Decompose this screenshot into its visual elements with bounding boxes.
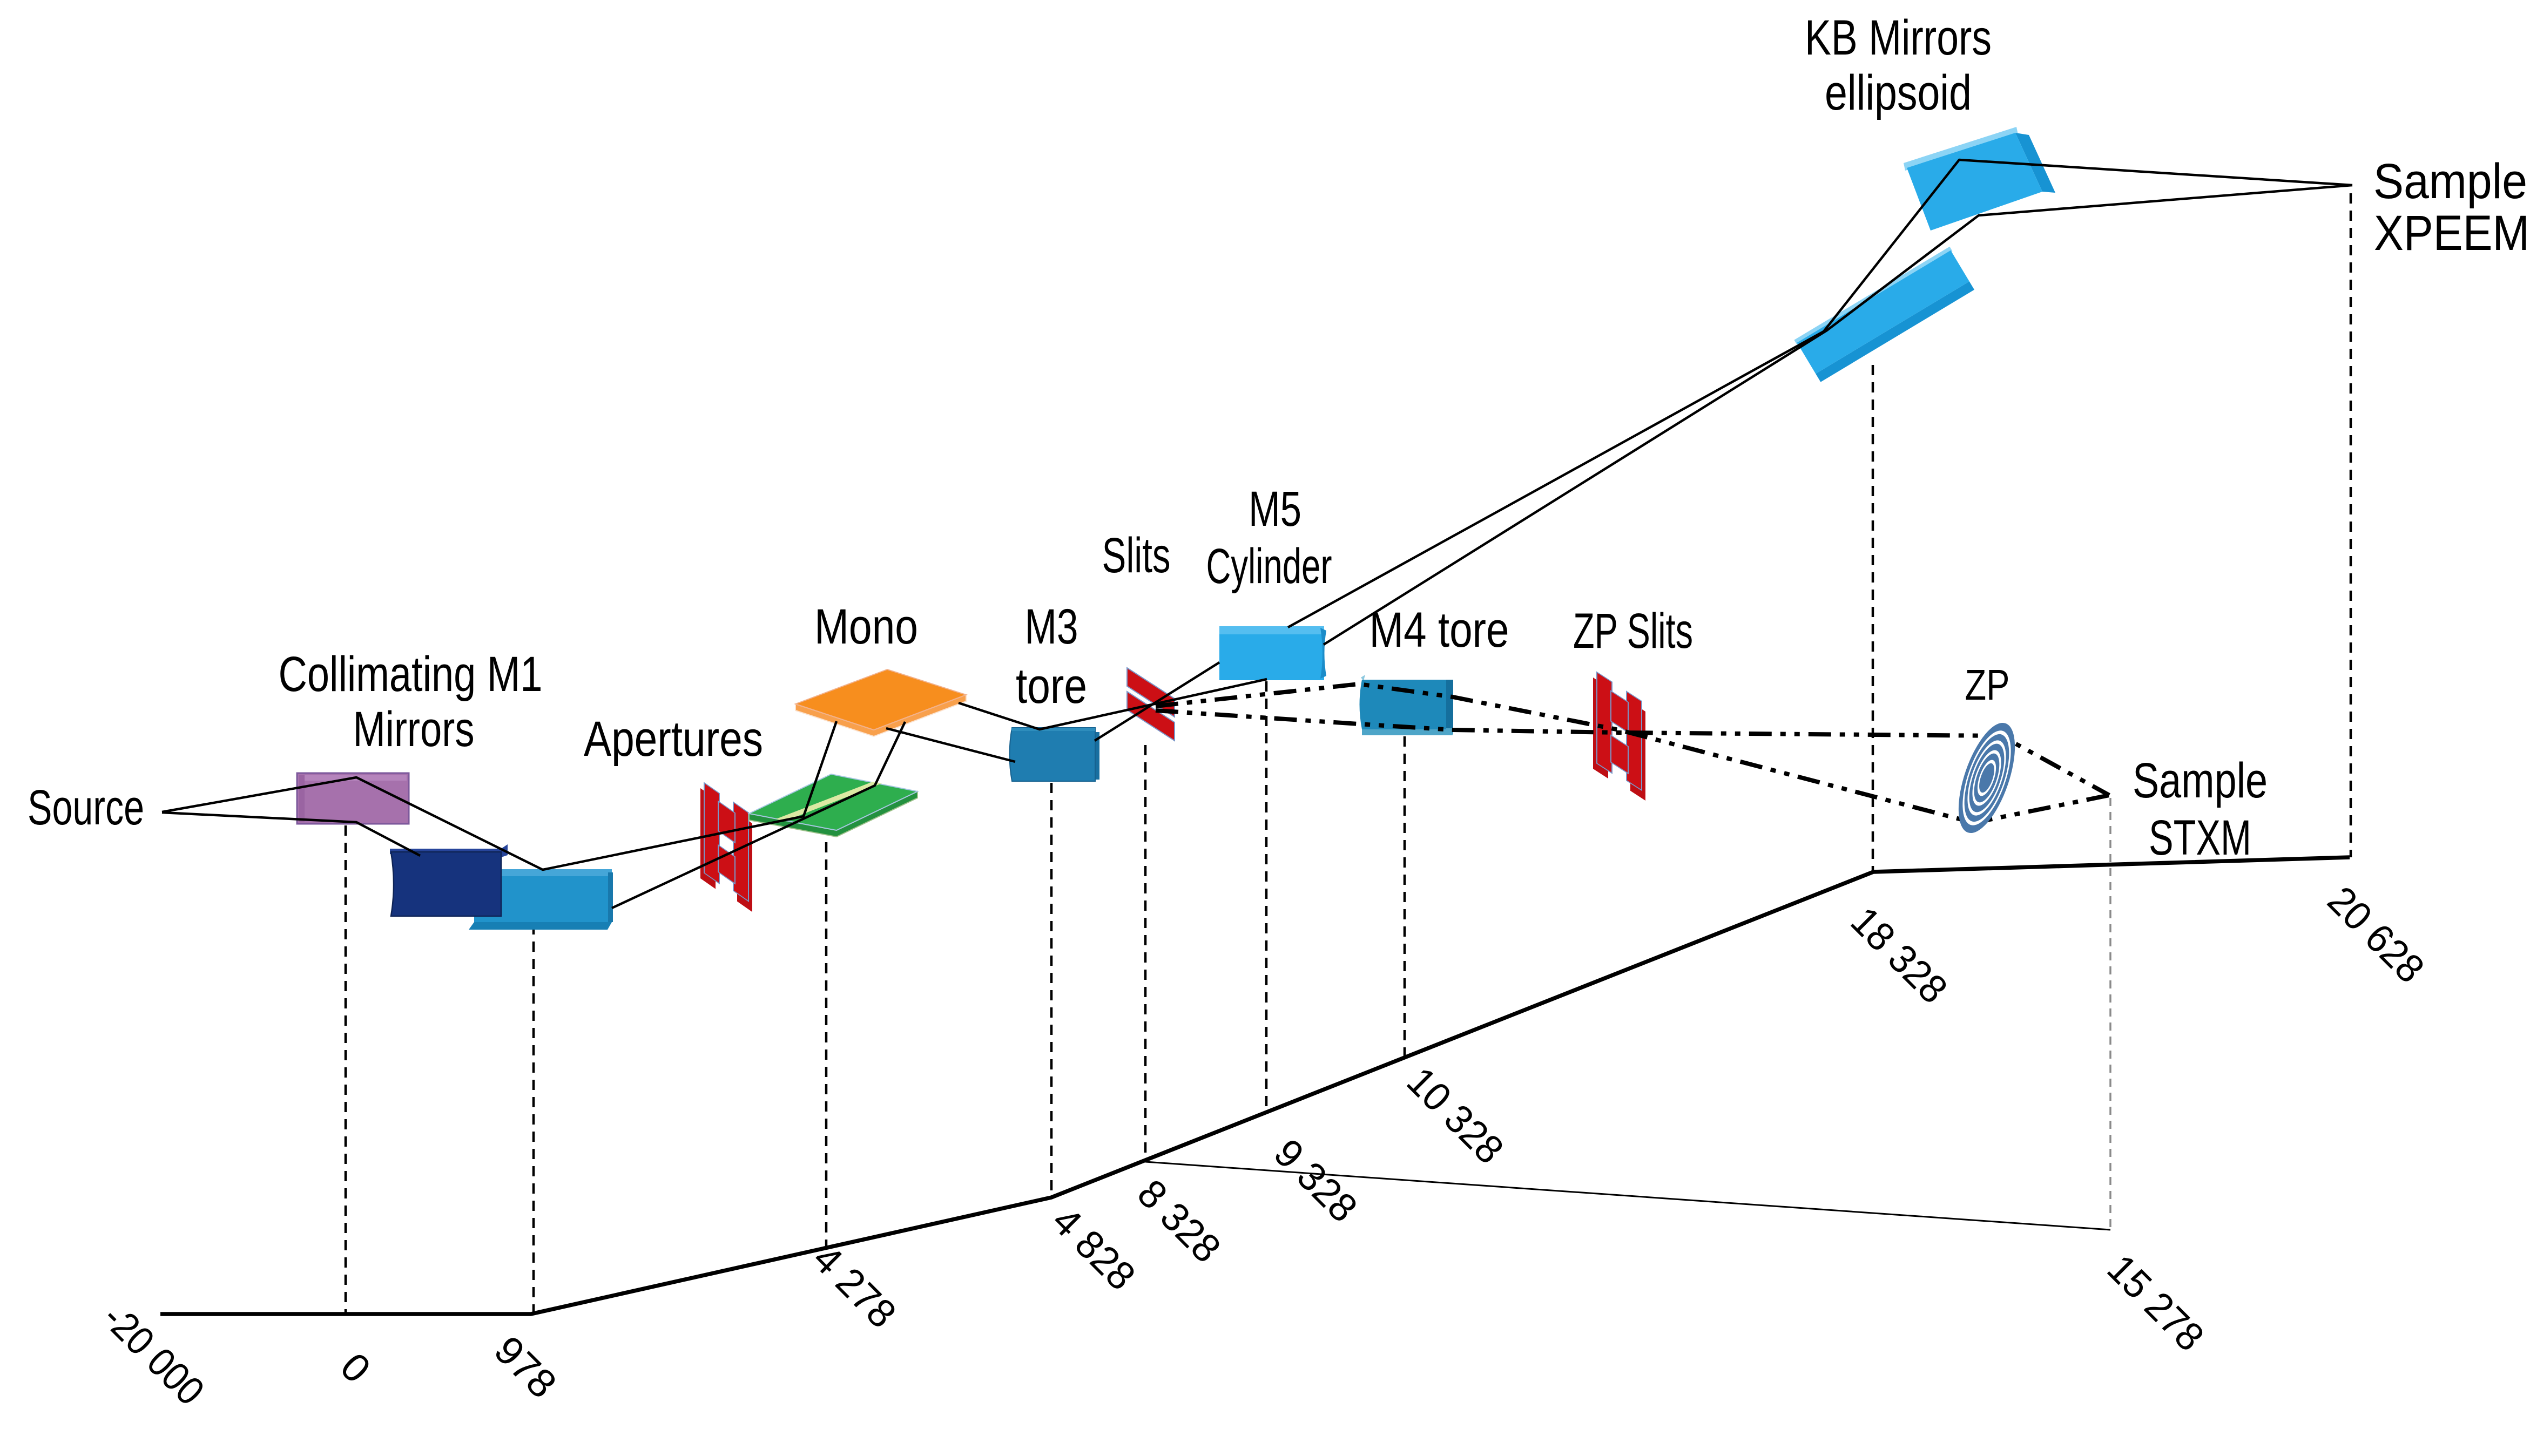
svg-text:Sample: Sample — [2373, 154, 2527, 209]
svg-text:ZP: ZP — [1965, 661, 2010, 709]
svg-text:Mirrors: Mirrors — [353, 702, 475, 757]
svg-text:tore: tore — [1016, 659, 1087, 714]
svg-text:Source: Source — [28, 780, 144, 835]
svg-text:M3: M3 — [1025, 599, 1078, 654]
svg-text:XPEEM: XPEEM — [2374, 206, 2529, 261]
svg-text:Slits: Slits — [1102, 528, 1171, 583]
svg-text:Apertures: Apertures — [584, 712, 763, 767]
svg-text:STXM: STXM — [2149, 810, 2251, 865]
svg-text:ellipsoid: ellipsoid — [1825, 65, 1972, 120]
svg-text:M4 tore: M4 tore — [1369, 602, 1509, 658]
svg-text:KB Mirrors: KB Mirrors — [1805, 10, 1992, 65]
svg-text:Collimating M1: Collimating M1 — [279, 647, 543, 702]
svg-text:M5: M5 — [1249, 482, 1301, 537]
svg-text:Cylinder: Cylinder — [1206, 539, 1332, 594]
svg-text:ZP Slits: ZP Slits — [1573, 604, 1693, 659]
svg-text:Sample: Sample — [2133, 753, 2268, 808]
svg-text:Mono: Mono — [814, 599, 918, 654]
